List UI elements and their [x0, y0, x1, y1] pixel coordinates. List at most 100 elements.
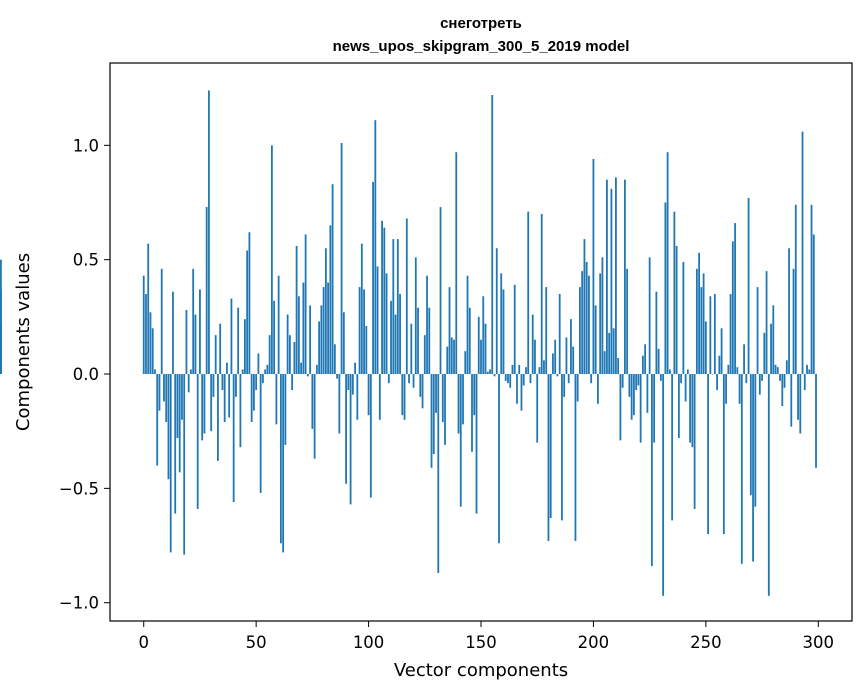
bar-129 [432, 374, 435, 455]
bar-53 [262, 374, 264, 384]
bar-247 [698, 252, 700, 375]
bar-252 [709, 296, 712, 375]
bar-172 [529, 374, 532, 384]
x-tick-label: 50 [246, 633, 267, 652]
bar-213 [621, 374, 624, 388]
bar-61 [279, 374, 282, 544]
bar-126 [426, 275, 428, 375]
bar-173 [531, 314, 534, 375]
bar-193 [576, 374, 579, 402]
bar-18 [183, 374, 186, 555]
chart-title-line-2: news_upos_skipgram_300_5_2019 model [333, 38, 630, 55]
bar-51 [257, 353, 260, 375]
bar-13 [172, 291, 174, 375]
bar-168 [520, 374, 523, 411]
bar-137 [450, 337, 453, 375]
bar-136 [448, 287, 451, 375]
bar-216 [628, 374, 631, 397]
x-tick-label: 250 [690, 633, 722, 652]
bar-29 [208, 90, 210, 375]
bar-186 [561, 374, 563, 521]
bar-91 [347, 374, 350, 391]
bar-214 [624, 179, 626, 375]
bar-90 [345, 374, 347, 484]
bar-141 [459, 374, 462, 507]
bar-147 [473, 374, 476, 416]
bar-33 [217, 374, 219, 461]
bar-83 [329, 225, 332, 375]
bar-251 [707, 374, 709, 535]
bar-258 [722, 374, 725, 535]
bar-196 [583, 239, 586, 375]
bar-72 [304, 234, 307, 375]
bar-132 [439, 207, 442, 375]
bar-211 [617, 358, 620, 375]
bar-47 [248, 232, 251, 375]
bar-128 [430, 374, 433, 468]
bar-108 [385, 273, 388, 375]
bar-227 [653, 374, 656, 443]
bar-68 [295, 245, 298, 375]
bar-162 [507, 374, 509, 384]
bar-3 [149, 312, 152, 375]
bar-99 [365, 325, 368, 375]
bar-242 [686, 369, 689, 375]
bar-223 [644, 344, 647, 375]
bar-27 [203, 374, 206, 434]
bar-127 [428, 307, 431, 375]
bar-78 [318, 321, 321, 375]
bar-48 [250, 374, 253, 423]
bar-298 [812, 234, 815, 375]
bar-235 [671, 374, 674, 521]
bar-37 [226, 362, 228, 375]
bar-144 [466, 275, 469, 375]
bar-25 [199, 289, 201, 375]
bar-271 [752, 374, 754, 562]
bar-274 [758, 374, 761, 395]
bar-169 [522, 374, 525, 386]
bar-254 [713, 293, 716, 375]
bar-296 [808, 369, 811, 375]
bar-189 [567, 374, 570, 384]
bar-5 [154, 369, 156, 375]
bar-166 [516, 374, 518, 404]
bar-124 [421, 374, 424, 409]
bar-231 [662, 374, 665, 596]
bar-275 [761, 374, 763, 381]
bar-204 [601, 257, 604, 375]
x-tick-label: 150 [465, 633, 497, 652]
bar-180 [547, 374, 550, 541]
bar-6 [156, 374, 159, 466]
bar-149 [477, 316, 480, 375]
bar-64 [286, 314, 289, 375]
bar-35 [221, 374, 224, 391]
bar-38 [228, 374, 231, 418]
bar-233 [666, 152, 669, 375]
bar-24 [196, 374, 199, 509]
bar-140 [457, 374, 460, 434]
bar-221 [639, 374, 642, 443]
bar-280 [772, 305, 775, 375]
bar-218 [633, 374, 635, 416]
bar-39 [230, 298, 233, 375]
bar-93 [351, 374, 354, 395]
bar-70 [300, 362, 303, 375]
x-tick-label: 300 [803, 633, 835, 652]
bar-106 [381, 220, 383, 375]
bar-62 [282, 374, 285, 553]
bar-9 [163, 374, 165, 402]
bar-182 [552, 353, 554, 375]
x-tick-label: 200 [578, 633, 610, 652]
bar-134 [444, 374, 446, 445]
bar-100 [367, 374, 370, 416]
bar-282 [776, 367, 779, 375]
bar-185 [558, 293, 561, 375]
bar-125 [423, 335, 426, 375]
bar-161 [504, 374, 507, 381]
bar-273 [756, 287, 759, 375]
bar-85 [333, 344, 336, 375]
bar-151 [482, 296, 485, 375]
bar-259 [725, 374, 727, 404]
bar-15 [176, 374, 179, 439]
bar-12 [169, 374, 172, 553]
